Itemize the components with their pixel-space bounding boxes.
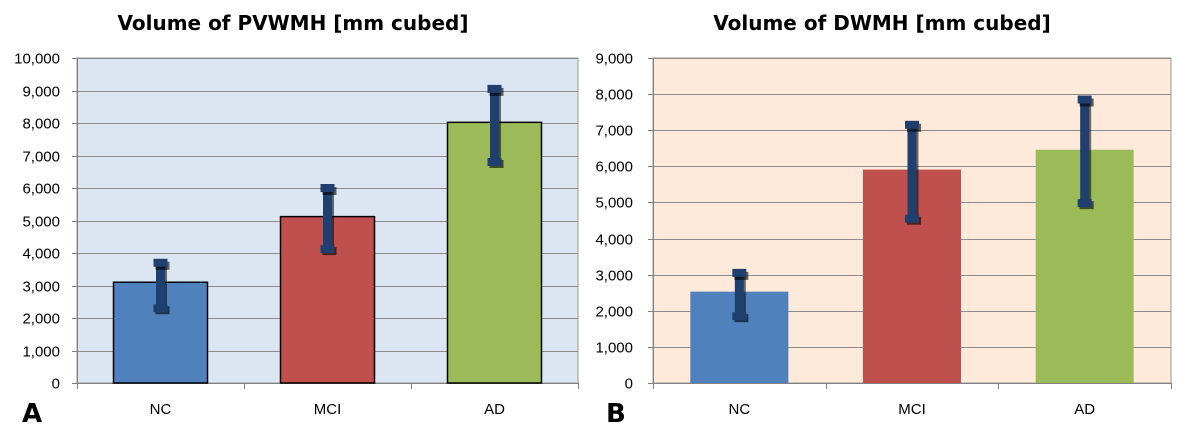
y-tick-label-b: 4,000 xyxy=(595,232,633,249)
y-tick-label-a: 7,000 xyxy=(22,149,60,166)
error-cap-bottom xyxy=(320,245,335,254)
error-cap-top xyxy=(732,268,747,277)
y-tick-label-b: 9,000 xyxy=(595,51,633,68)
error-bar-ad-a xyxy=(487,84,504,168)
error-bar-mci-a xyxy=(320,184,337,256)
y-tick-label-a: 9,000 xyxy=(22,84,60,101)
x-tick-label-mci-b: MCI xyxy=(898,401,926,418)
error-bar-mci-b xyxy=(905,120,921,225)
error-cap-top xyxy=(153,258,168,267)
error-cap-top xyxy=(320,184,335,192)
error-cap-top xyxy=(1077,95,1092,104)
y-tick-label-a: 2,000 xyxy=(22,311,60,328)
y-tick-label-b: 3,000 xyxy=(595,268,633,285)
y-tick-label-b: 2,000 xyxy=(595,304,633,321)
x-tick-label-nc-b: NC xyxy=(728,401,750,418)
y-tick-label-b: 8,000 xyxy=(595,87,633,104)
y-tick-label-a: 0 xyxy=(52,376,60,393)
error-cap-bottom xyxy=(732,312,747,321)
x-tick-label-nc-a: NC xyxy=(150,401,172,418)
panel-label-a: A xyxy=(22,399,42,429)
x-tick-label-ad-a: AD xyxy=(484,401,505,418)
chart-title-a: Volume of PVWMH [mm cubed] xyxy=(117,11,468,35)
y-tick-label-a: 6,000 xyxy=(22,181,60,198)
chart-panel-b: Volume of DWMH [mm cubed] B 0 1,000 2,000 3… xyxy=(595,11,1172,429)
y-tick-label-b: 5,000 xyxy=(595,195,633,212)
panel-label-b: B xyxy=(606,399,626,429)
chart-title-b: Volume of DWMH [mm cubed] xyxy=(713,11,1050,35)
error-cap-bottom xyxy=(153,304,168,313)
x-tick-label-ad-b: AD xyxy=(1074,401,1095,418)
y-tick-label-b: 6,000 xyxy=(595,159,633,176)
error-cap-top xyxy=(905,120,919,129)
y-tick-label-b: 1,000 xyxy=(595,340,633,357)
error-cap-bottom xyxy=(487,158,502,166)
y-tick-label-a: 1,000 xyxy=(22,344,60,361)
y-tick-label-a: 3,000 xyxy=(22,279,60,296)
y-tick-label-a: 10,000 xyxy=(14,51,60,68)
error-cap-top xyxy=(487,84,502,93)
x-tick-label-mci-a: MCI xyxy=(314,401,342,418)
y-tick-label-b: 7,000 xyxy=(595,123,633,140)
chart-panel-a: Volume of PVWMH [mm cubed] A 0 1,000 2,000… xyxy=(14,11,579,429)
error-bar-ad-b xyxy=(1077,95,1094,210)
y-tick-label-b: 0 xyxy=(625,376,633,393)
error-bar-nc-b xyxy=(732,268,749,323)
y-tick-label-a: 5,000 xyxy=(22,214,60,231)
y-tick-label-a: 8,000 xyxy=(22,116,60,133)
error-bar-nc-a xyxy=(153,258,170,315)
error-cap-bottom xyxy=(905,214,919,223)
error-cap-bottom xyxy=(1077,199,1092,208)
y-tick-label-a: 4,000 xyxy=(22,246,60,263)
